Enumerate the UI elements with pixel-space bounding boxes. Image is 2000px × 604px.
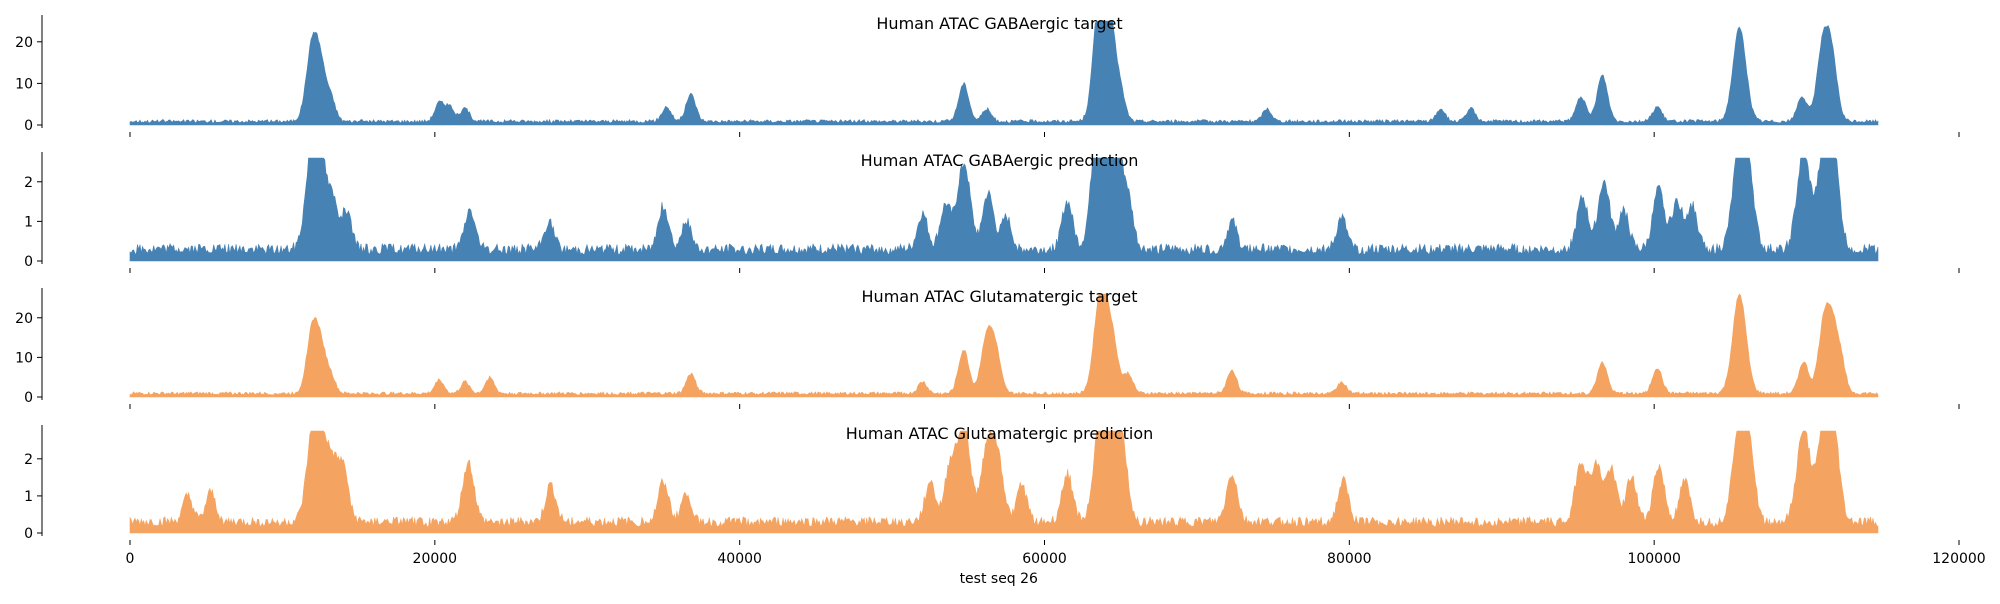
x-tick-label-3: 40000 <box>717 551 762 567</box>
y-tick-label-1-3: 20 <box>15 35 33 51</box>
panel-title-1: Human ATAC GABAergic target <box>876 14 1122 33</box>
y-tick-label-4-2: 1 <box>24 489 33 505</box>
y-tick-label-3-1: 0 <box>24 390 33 406</box>
x-tick-label-4: 60000 <box>1022 551 1067 567</box>
x-tick-label-5: 80000 <box>1327 551 1372 567</box>
area-series-3 <box>129 293 1879 398</box>
x-tick-label-2: 20000 <box>413 551 458 567</box>
y-tick-label-2-1: 0 <box>24 254 33 270</box>
y-tick-label-4-1: 0 <box>24 526 33 542</box>
panel-title-3: Human ATAC Glutamatergic target <box>862 287 1138 306</box>
y-tick-label-3-2: 10 <box>15 350 33 366</box>
y-tick-label-4-3: 2 <box>24 452 33 468</box>
y-tick-label-1-2: 10 <box>15 76 33 92</box>
panel-title-2: Human ATAC GABAergic prediction <box>861 151 1139 170</box>
y-tick-label-1-1: 0 <box>24 118 33 134</box>
y-tick-label-2-3: 2 <box>24 175 33 191</box>
panel-title-4: Human ATAC Glutamatergic prediction <box>846 424 1154 443</box>
area-series-2 <box>129 157 1879 262</box>
x-tick-label-6: 100000 <box>1627 551 1680 567</box>
y-tick-label-3-3: 20 <box>15 311 33 327</box>
x-axis-label: test seq 26 <box>960 571 1038 587</box>
x-tick-label-7: 120000 <box>1932 551 1985 567</box>
y-tick-label-2-2: 1 <box>24 214 33 230</box>
x-tick-label-1: 0 <box>126 551 135 567</box>
area-series-4 <box>129 430 1879 534</box>
area-series-1 <box>129 20 1879 126</box>
